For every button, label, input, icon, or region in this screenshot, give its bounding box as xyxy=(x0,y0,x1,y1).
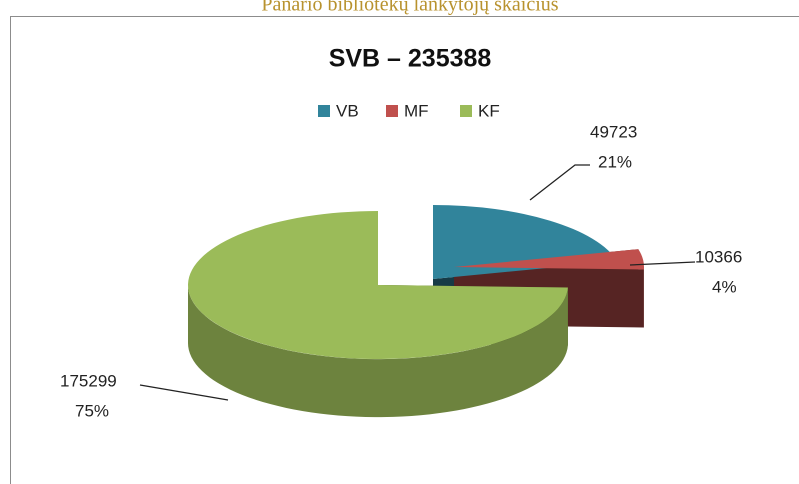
page-title: Panario bibliotekų lankytojų skaičius xyxy=(261,0,558,16)
percent-label: 4% xyxy=(712,277,737,296)
slice-side xyxy=(187,285,568,418)
chart-title: SVB – 235388 xyxy=(329,45,492,73)
pie-slice xyxy=(454,249,645,270)
leader-line xyxy=(529,164,590,201)
data-label: 10366 xyxy=(695,247,742,266)
leader-line xyxy=(139,384,229,401)
pie-slice xyxy=(188,211,568,360)
legend-swatch xyxy=(318,105,330,117)
percent-label: 21% xyxy=(598,152,632,171)
leader-line xyxy=(629,261,696,266)
legend-label: VB xyxy=(336,101,359,120)
legend-swatch xyxy=(386,105,398,117)
legend-label: KF xyxy=(478,101,500,120)
percent-label: 75% xyxy=(75,401,109,420)
data-label: 175299 xyxy=(60,371,117,390)
data-label: 49723 xyxy=(590,122,637,141)
legend-label: MF xyxy=(404,101,429,120)
legend-swatch xyxy=(460,105,472,117)
